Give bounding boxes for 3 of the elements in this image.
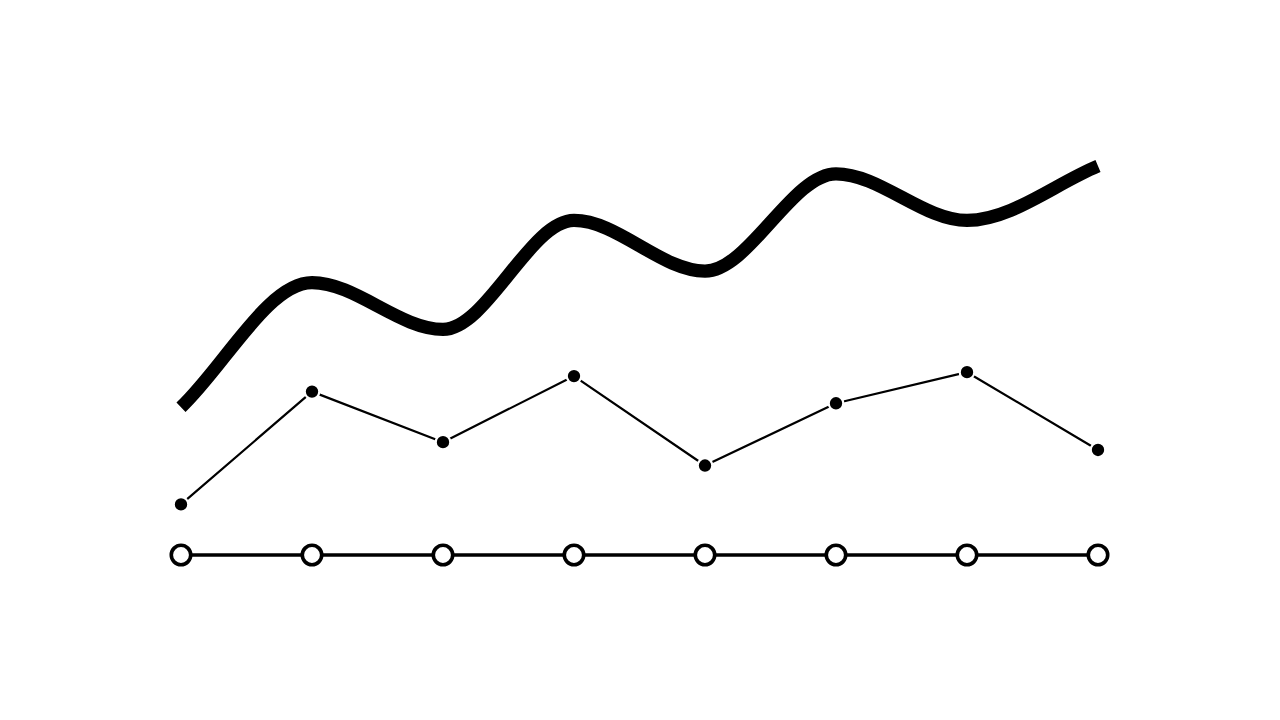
point <box>172 496 190 513</box>
point <box>1089 441 1107 459</box>
point <box>696 457 714 474</box>
